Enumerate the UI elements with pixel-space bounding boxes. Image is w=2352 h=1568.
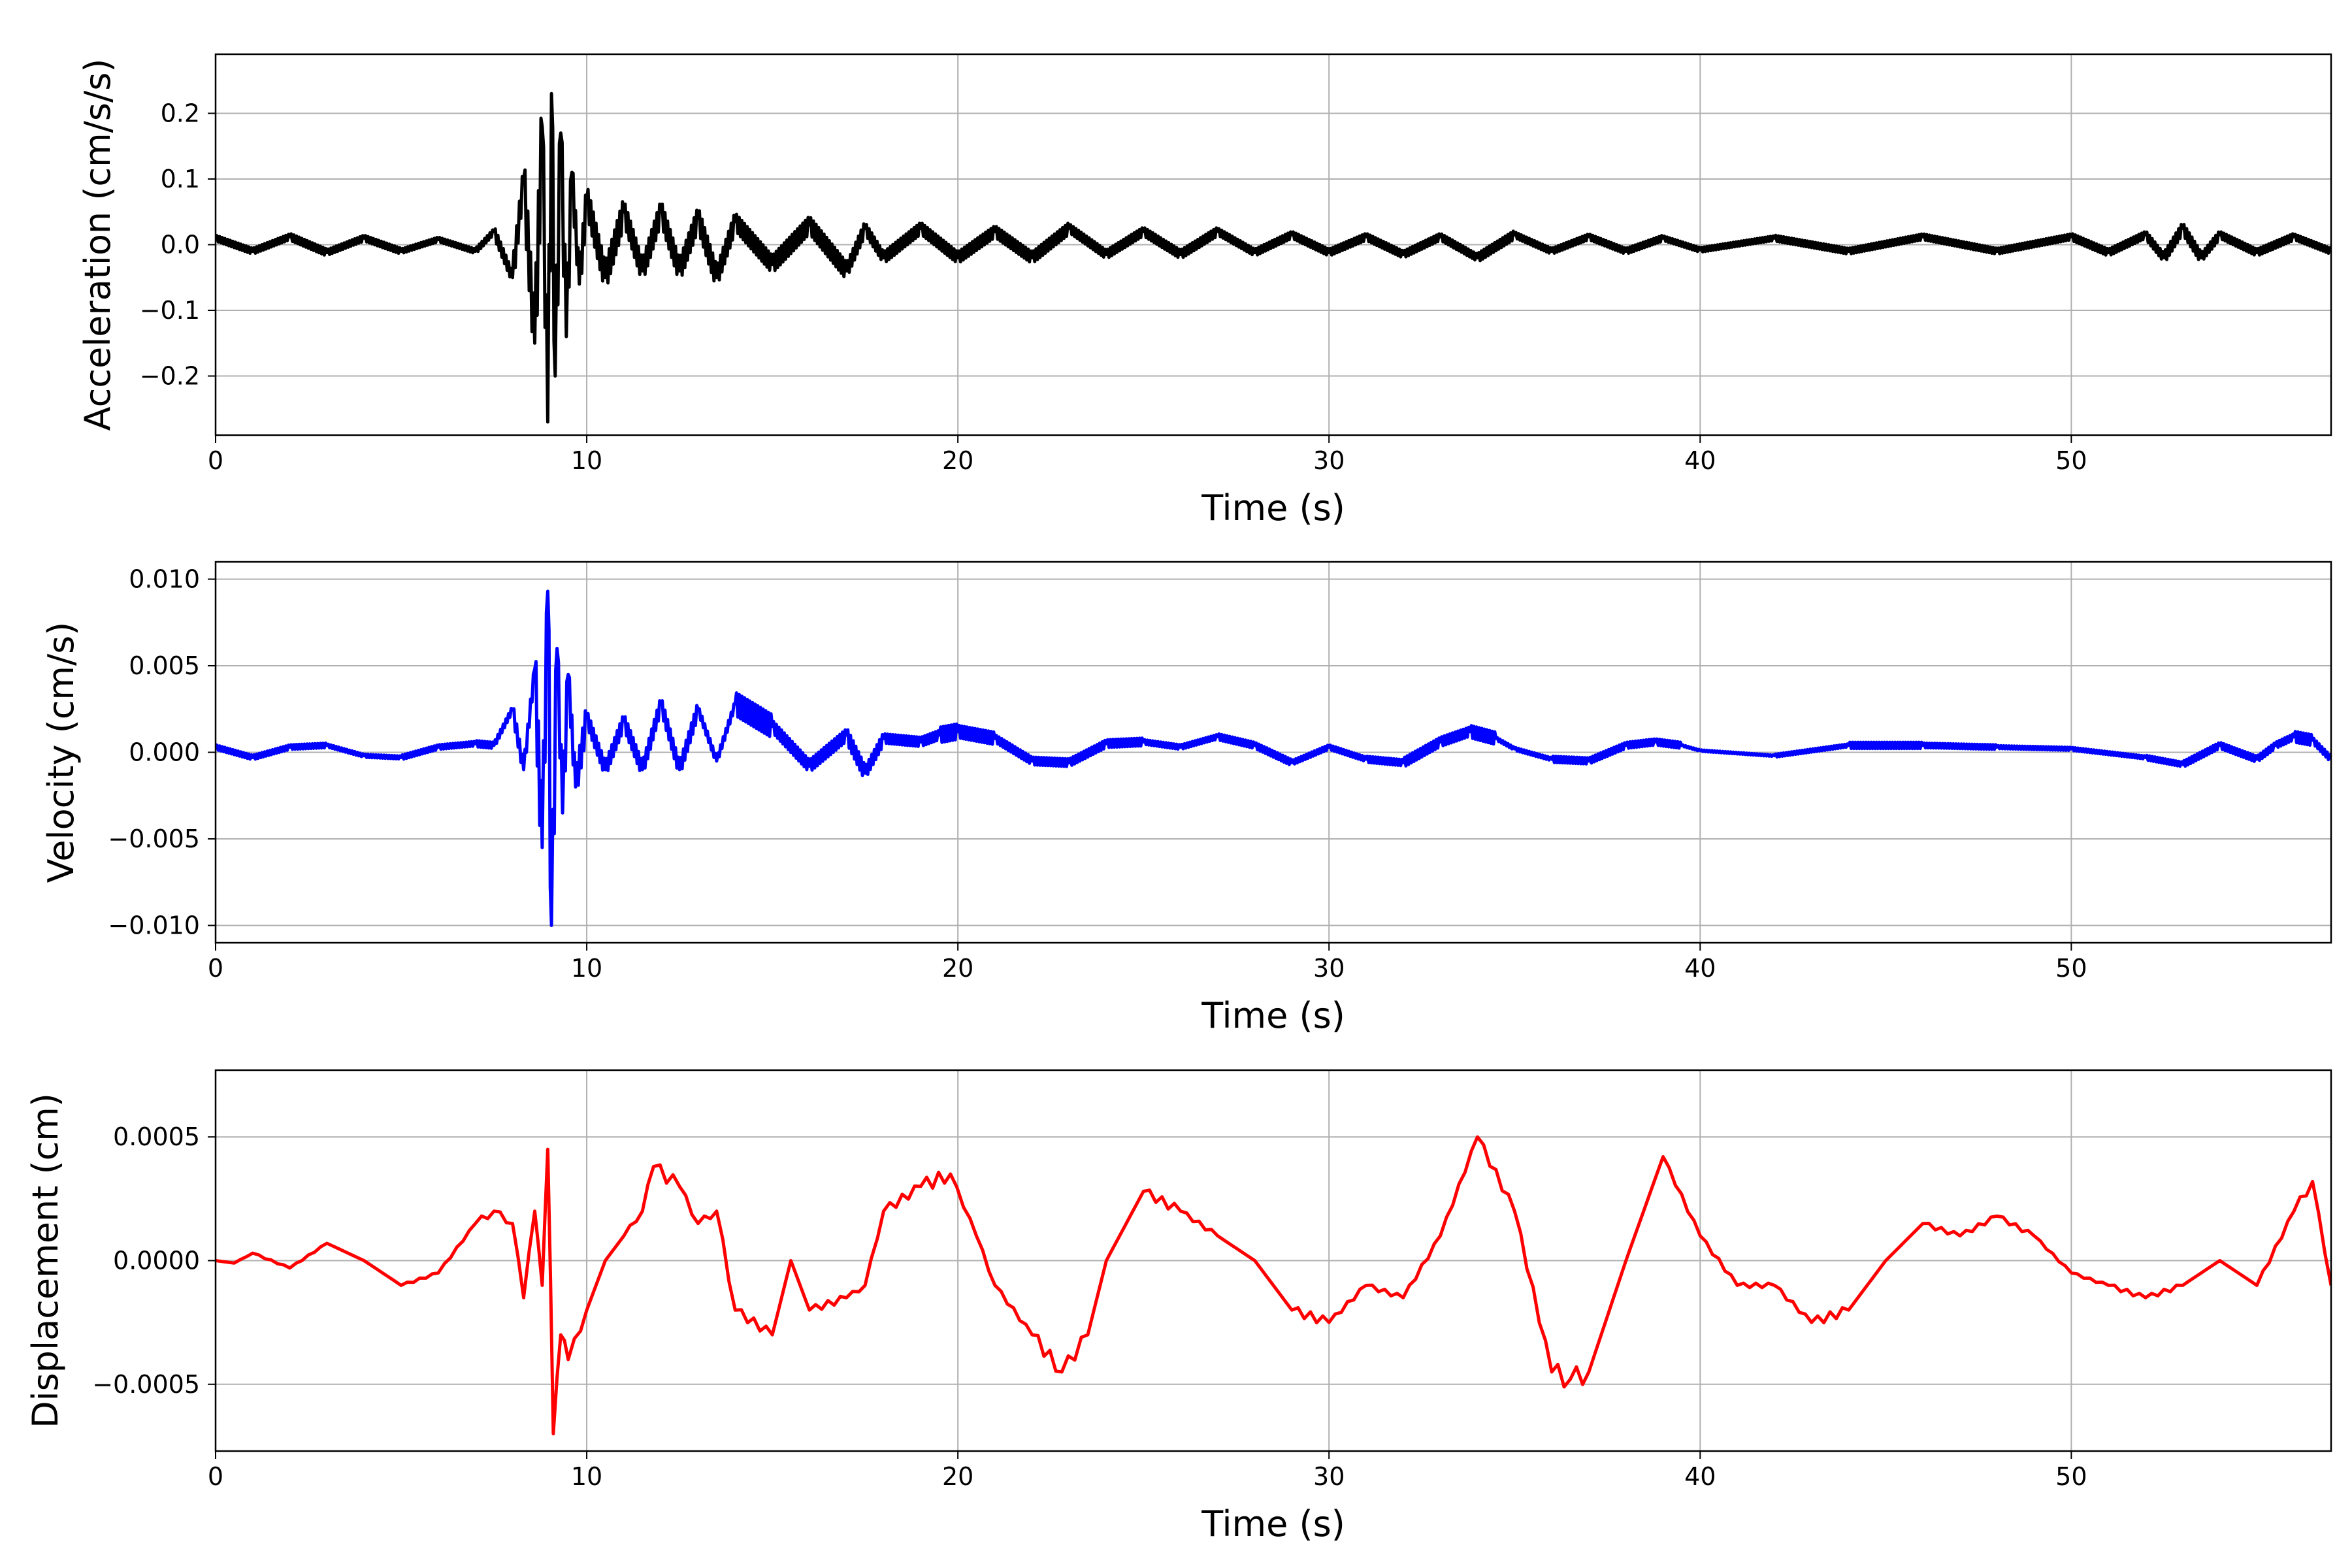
displacement-y-tick-label-0: 0.0005 xyxy=(113,1122,200,1151)
acceleration-y-tick-label-3: −0.1 xyxy=(140,296,200,325)
displacement-x-tick-label-4: 40 xyxy=(1684,1462,1716,1491)
velocity-y-tick-label-1: 0.005 xyxy=(129,651,200,680)
velocity-series-line-0 xyxy=(216,589,2331,927)
velocity-x-tick-label-5: 50 xyxy=(2055,954,2087,983)
displacement-x-axis-label: Time (s) xyxy=(1201,1503,1345,1544)
velocity-x-tick-label-1: 10 xyxy=(571,954,602,983)
acceleration-series-line-0 xyxy=(216,91,2331,424)
velocity-x-tick-label-2: 20 xyxy=(942,954,973,983)
acceleration-x-tick-label-1: 10 xyxy=(571,446,602,475)
acceleration-x-tick-label-5: 50 xyxy=(2055,446,2087,475)
acceleration-y-tick-label-1: 0.1 xyxy=(161,165,200,193)
displacement-x-tick-label-2: 20 xyxy=(942,1462,973,1491)
velocity-panel: 0 10 20 30 40 50 0.010 0.005 0.000 −0.005 −0.010 Ti… xyxy=(41,561,2332,1036)
velocity-y-tick-label-2: 0.000 xyxy=(129,738,200,767)
acceleration-x-axis-label: Time (s) xyxy=(1201,487,1345,529)
displacement-series-line-0 xyxy=(216,1135,2331,1435)
acceleration-y-tick-label-4: −0.2 xyxy=(140,362,200,391)
displacement-y-tick-label-1: 0.0000 xyxy=(113,1247,200,1275)
displacement-x-tick-label-1: 10 xyxy=(571,1462,602,1491)
displacement-x-tick-label-0: 0 xyxy=(208,1462,223,1491)
displacement-x-tick-label-5: 50 xyxy=(2055,1462,2087,1491)
acceleration-y-tick-label-0: 0.2 xyxy=(161,99,200,127)
acceleration-y-axis-label: Acceleration (cm/s/s) xyxy=(77,59,118,431)
displacement-y-axis-label: Displacement (cm) xyxy=(25,1093,66,1428)
velocity-x-tick-label-3: 30 xyxy=(1313,954,1345,983)
velocity-y-tick-label-4: −0.010 xyxy=(108,911,200,940)
velocity-y-tick-label-0: 0.010 xyxy=(129,565,200,594)
displacement-panel: 0 10 20 30 40 50 0.0005 0.0000 −0.0005 Time (s) Di… xyxy=(25,1069,2332,1544)
velocity-x-tick-label-0: 0 xyxy=(208,954,223,983)
acceleration-y-tick-label-2: 0.0 xyxy=(161,231,200,259)
velocity-y-tick-label-3: −0.005 xyxy=(108,825,200,853)
velocity-y-axis-label: Velocity (cm/s) xyxy=(41,622,82,883)
velocity-x-tick-label-4: 40 xyxy=(1684,954,1716,983)
acceleration-x-tick-label-2: 20 xyxy=(942,446,973,475)
acceleration-x-tick-label-4: 40 xyxy=(1684,446,1716,475)
acceleration-x-tick-label-0: 0 xyxy=(208,446,223,475)
displacement-x-tick-label-3: 30 xyxy=(1313,1462,1345,1491)
velocity-x-axis-label: Time (s) xyxy=(1201,995,1345,1036)
acceleration-panel: 0 10 20 30 40 50 0.2 0.1 0.0 −0.1 −0.2 Time (s) Acce… xyxy=(77,53,2332,529)
acceleration-x-tick-label-3: 30 xyxy=(1313,446,1345,475)
displacement-y-tick-label-2: −0.0005 xyxy=(92,1370,200,1399)
